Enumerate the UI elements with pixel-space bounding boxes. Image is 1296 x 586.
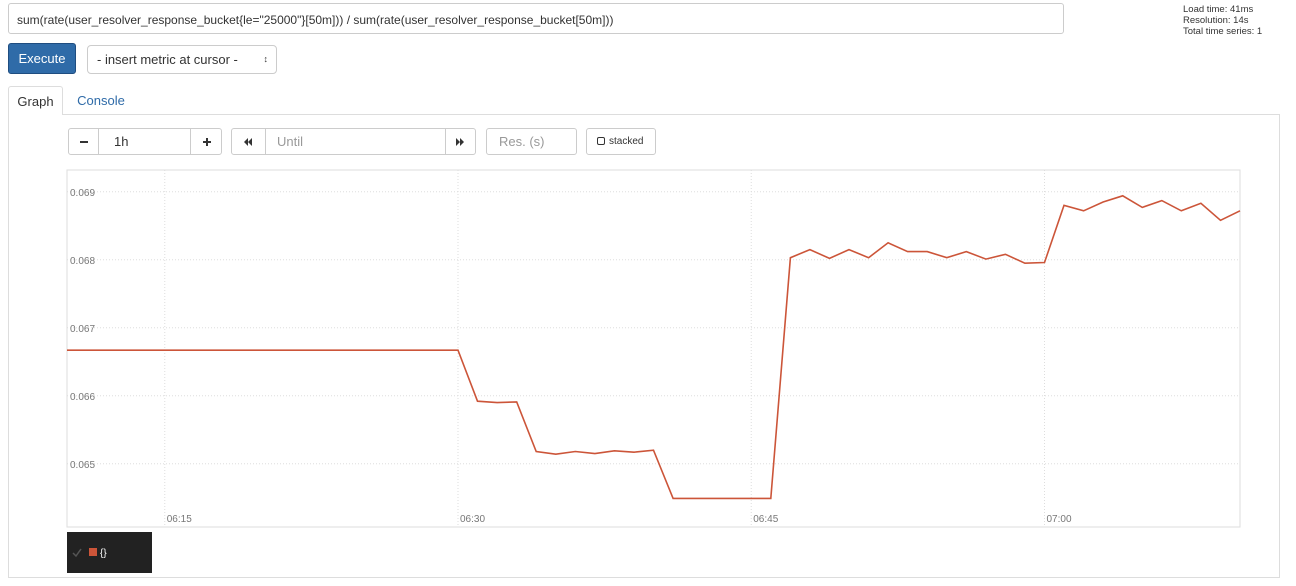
stat: Resolution: 14s	[1183, 15, 1249, 26]
select-arrows: ↕	[263, 54, 269, 64]
range-minus[interactable]	[68, 128, 99, 155]
forward-button[interactable]	[445, 128, 476, 155]
icon	[244, 138, 252, 146]
stacked-button[interactable]: stacked	[586, 128, 656, 155]
query-stats: Load time: 41ms Resolution: 14s Total ti…	[1183, 4, 1262, 37]
graph-panel	[8, 114, 1280, 578]
select-text: - insert metric at cursor -	[97, 52, 238, 67]
console-tab[interactable]: Console	[77, 93, 125, 108]
query-input[interactable]: sum(rate(user_resolver_response_bucket{l…	[8, 3, 1064, 34]
range-input[interactable]: 1h	[98, 128, 191, 155]
icon	[456, 138, 464, 146]
graph-tab[interactable]: Graph	[8, 86, 63, 115]
stacked-label: stacked	[609, 136, 644, 147]
stat: Total time series: 1	[1183, 26, 1263, 37]
until-input[interactable]: Until	[265, 128, 446, 155]
stat: Load time: 41ms	[1183, 4, 1254, 15]
metric-select[interactable]: - insert metric at cursor - ↕	[87, 45, 277, 74]
resolution-input[interactable]: Res. (s)	[486, 128, 577, 155]
back-button[interactable]	[231, 128, 266, 155]
execute-button[interactable]: Execute	[8, 43, 76, 74]
range-plus[interactable]	[190, 128, 222, 155]
